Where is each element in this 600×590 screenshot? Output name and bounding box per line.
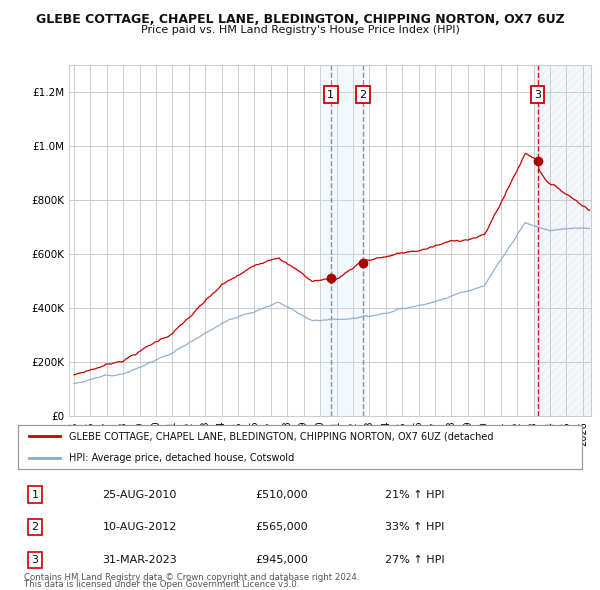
Text: 21% ↑ HPI: 21% ↑ HPI <box>385 490 444 500</box>
Text: This data is licensed under the Open Government Licence v3.0.: This data is licensed under the Open Gov… <box>24 581 299 589</box>
Text: 10-AUG-2012: 10-AUG-2012 <box>103 522 177 532</box>
Text: 1: 1 <box>328 90 334 100</box>
Text: 27% ↑ HPI: 27% ↑ HPI <box>385 555 444 565</box>
Text: 2: 2 <box>359 90 367 100</box>
Text: GLEBE COTTAGE, CHAPEL LANE, BLEDINGTON, CHIPPING NORTON, OX7 6UZ: GLEBE COTTAGE, CHAPEL LANE, BLEDINGTON, … <box>35 13 565 26</box>
Text: £510,000: £510,000 <box>255 490 308 500</box>
Bar <box>533 65 591 416</box>
Text: £945,000: £945,000 <box>255 555 308 565</box>
Text: 3: 3 <box>31 555 38 565</box>
Text: Price paid vs. HM Land Registry's House Price Index (HPI): Price paid vs. HM Land Registry's House … <box>140 25 460 35</box>
Text: 2: 2 <box>31 522 38 532</box>
Bar <box>320 65 367 416</box>
Text: GLEBE COTTAGE, CHAPEL LANE, BLEDINGTON, CHIPPING NORTON, OX7 6UZ (detached: GLEBE COTTAGE, CHAPEL LANE, BLEDINGTON, … <box>69 431 493 441</box>
Text: HPI: Average price, detached house, Cotswold: HPI: Average price, detached house, Cots… <box>69 454 294 463</box>
Text: 31-MAR-2023: 31-MAR-2023 <box>103 555 178 565</box>
Text: Contains HM Land Registry data © Crown copyright and database right 2024.: Contains HM Land Registry data © Crown c… <box>24 573 359 582</box>
Text: 25-AUG-2010: 25-AUG-2010 <box>103 490 177 500</box>
Text: £565,000: £565,000 <box>255 522 308 532</box>
Text: 1: 1 <box>31 490 38 500</box>
Text: 33% ↑ HPI: 33% ↑ HPI <box>385 522 444 532</box>
Text: 3: 3 <box>534 90 541 100</box>
